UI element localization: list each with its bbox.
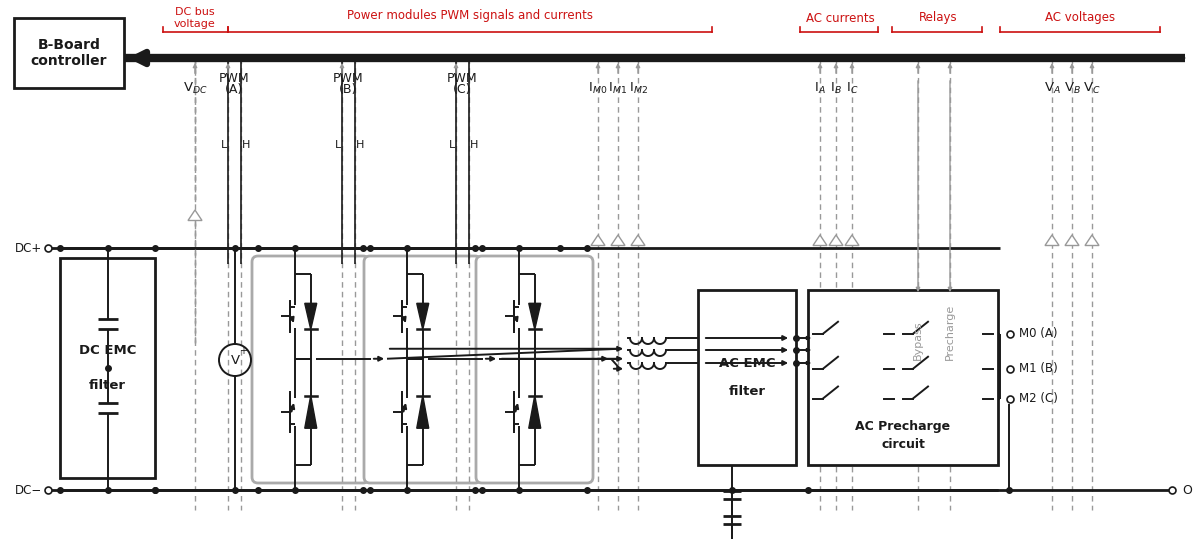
Text: filter: filter	[728, 385, 766, 398]
Text: H: H	[470, 140, 479, 150]
Bar	[60, 258, 155, 478]
Text: PWM: PWM	[220, 72, 250, 85]
FancyBboxPatch shape	[364, 256, 481, 483]
Polygon shape	[611, 235, 625, 245]
Polygon shape	[814, 235, 827, 245]
Text: M0 (A): M0 (A)	[1019, 327, 1057, 340]
Text: controller: controller	[31, 54, 107, 68]
Text: L: L	[335, 140, 341, 150]
Text: I$_B$: I$_B$	[830, 80, 842, 95]
Text: DC bus
voltage: DC bus voltage	[174, 7, 216, 29]
Text: AC Precharge: AC Precharge	[856, 420, 950, 433]
Text: V$_C$: V$_C$	[1084, 80, 1100, 95]
Text: PWM: PWM	[334, 72, 364, 85]
Text: V$_{DC}$: V$_{DC}$	[182, 80, 208, 95]
Text: B-Board: B-Board	[37, 38, 101, 52]
Text: V$_B$: V$_B$	[1063, 80, 1080, 95]
Text: I$_{M0}$: I$_{M0}$	[588, 80, 607, 95]
Polygon shape	[305, 396, 317, 429]
Text: +: +	[239, 346, 247, 356]
Text: Power modules PWM signals and currents: Power modules PWM signals and currents	[347, 9, 593, 22]
Polygon shape	[529, 303, 541, 329]
Text: Precharge: Precharge	[946, 304, 955, 360]
Polygon shape	[416, 303, 428, 329]
Polygon shape	[1045, 235, 1060, 245]
Text: Bypass: Bypass	[913, 320, 923, 360]
Text: circuit: circuit	[881, 438, 925, 451]
Polygon shape	[188, 210, 202, 220]
Text: H: H	[242, 140, 251, 150]
Text: I$_A$: I$_A$	[814, 80, 826, 95]
Text: (A): (A)	[226, 84, 244, 96]
Text: V: V	[230, 354, 240, 367]
Text: I$_{M1}$: I$_{M1}$	[608, 80, 628, 95]
Text: O: O	[1182, 483, 1192, 496]
Polygon shape	[631, 235, 646, 245]
Text: L: L	[449, 140, 455, 150]
Text: M2 (C): M2 (C)	[1019, 392, 1058, 405]
Polygon shape	[1085, 235, 1099, 245]
Polygon shape	[829, 235, 842, 245]
Text: L: L	[221, 140, 227, 150]
Text: DC+: DC+	[14, 241, 42, 254]
Bar	[698, 290, 796, 465]
Text: I$_{M2}$: I$_{M2}$	[629, 80, 648, 95]
Polygon shape	[592, 235, 605, 245]
Text: PWM: PWM	[448, 72, 478, 85]
Text: DC−: DC−	[14, 483, 42, 496]
Text: M1 (B): M1 (B)	[1019, 362, 1057, 375]
Text: V$_A$: V$_A$	[1044, 80, 1061, 95]
Text: filter: filter	[89, 379, 126, 392]
Text: AC EMC: AC EMC	[719, 357, 775, 370]
Polygon shape	[845, 235, 859, 245]
Text: AC currents: AC currents	[805, 11, 875, 24]
Text: Relays: Relays	[919, 11, 958, 24]
Text: (C): (C)	[454, 84, 472, 96]
Text: DC EMC: DC EMC	[79, 344, 136, 357]
Text: H: H	[356, 140, 365, 150]
Polygon shape	[305, 303, 317, 329]
Bar	[14, 18, 124, 88]
Text: (B): (B)	[340, 84, 358, 96]
Bar	[808, 290, 998, 465]
Polygon shape	[1066, 235, 1079, 245]
FancyBboxPatch shape	[252, 256, 370, 483]
FancyBboxPatch shape	[476, 256, 593, 483]
Text: I$_C$: I$_C$	[846, 80, 858, 95]
Text: AC voltages: AC voltages	[1045, 11, 1115, 24]
Polygon shape	[529, 396, 541, 429]
Polygon shape	[416, 396, 428, 429]
